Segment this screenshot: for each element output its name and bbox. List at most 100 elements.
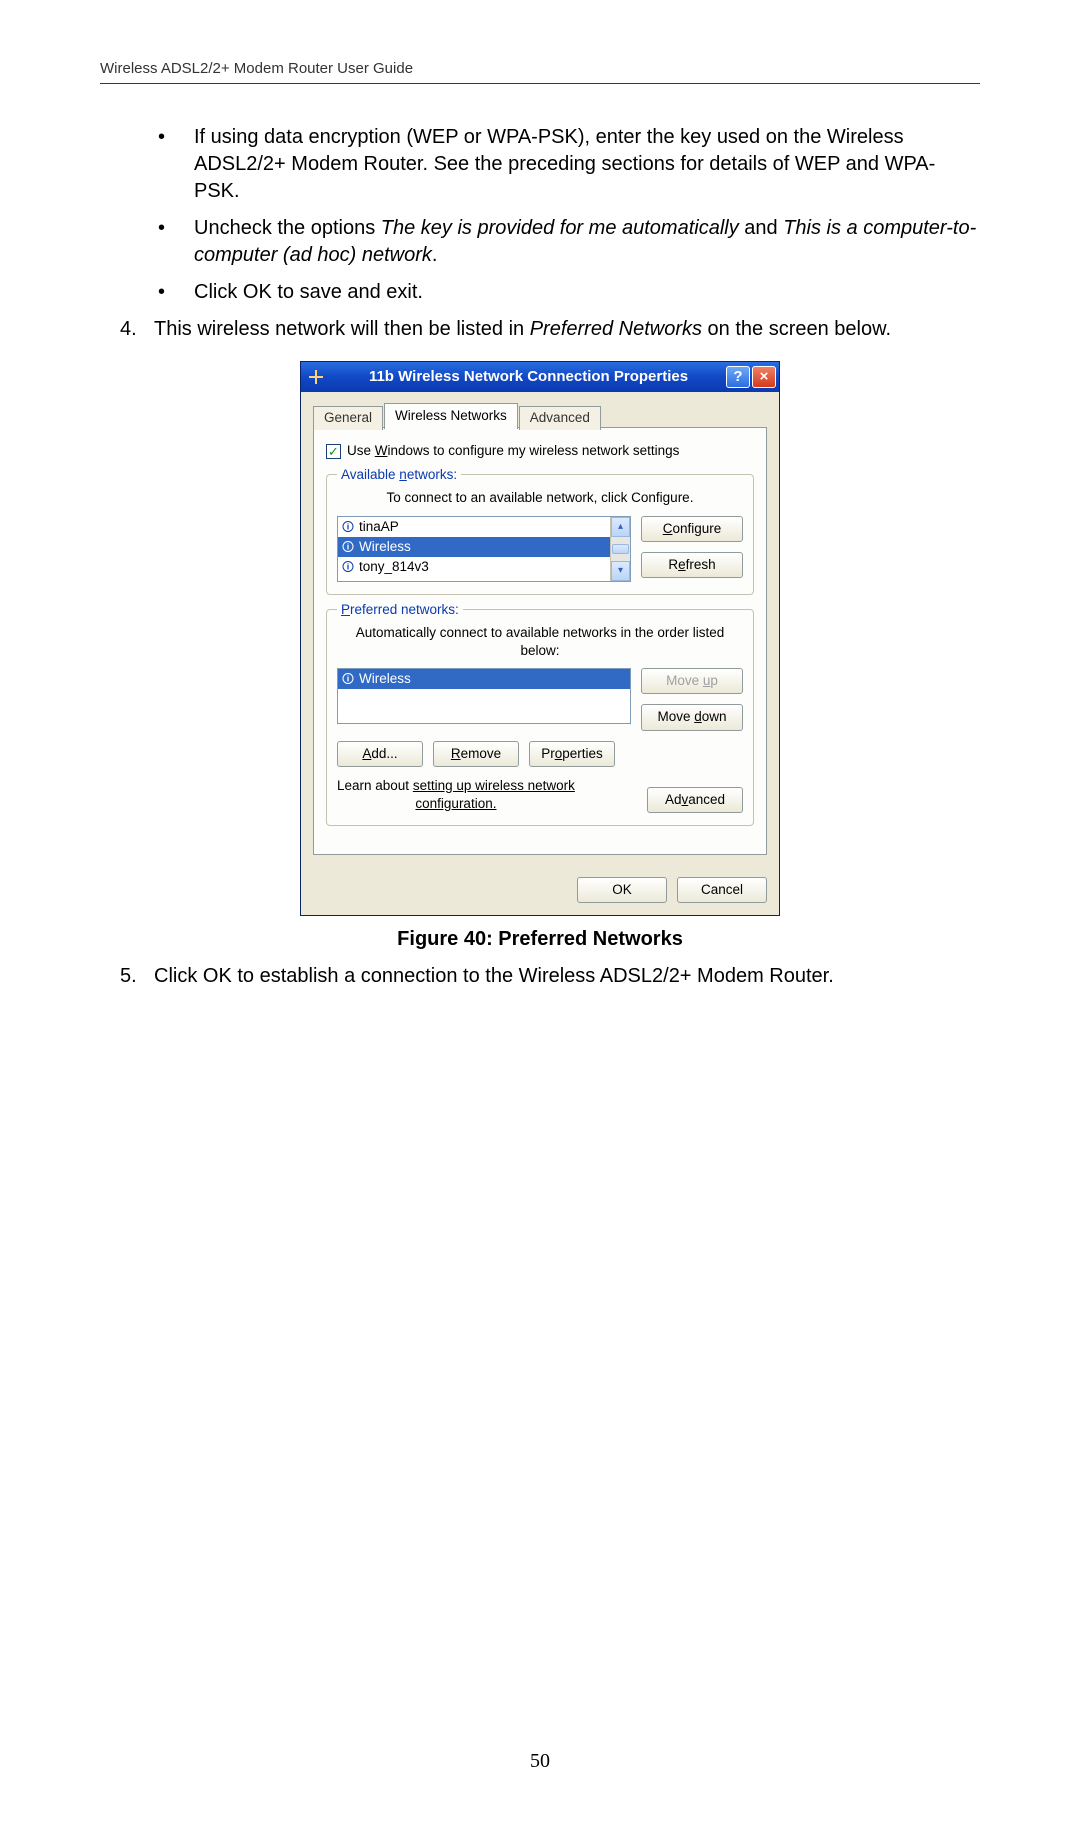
text: indows to configure my wireless network … xyxy=(388,443,680,458)
checkbox-label: Use Windows to configure my wireless net… xyxy=(347,442,679,460)
mnemonic: C xyxy=(663,521,673,536)
text: onfigure xyxy=(672,521,721,536)
fieldset-legend: Preferred networks: xyxy=(337,601,463,619)
text: perties xyxy=(562,746,603,761)
text: Uncheck the options xyxy=(194,217,381,239)
button-column: Move up Move down xyxy=(641,668,743,730)
mnemonic: R xyxy=(451,746,461,761)
configure-button[interactable]: Configure xyxy=(641,516,743,542)
help-button[interactable]: ? xyxy=(726,366,750,388)
cancel-button[interactable]: Cancel xyxy=(677,877,767,903)
text: and xyxy=(739,217,783,239)
text: This wireless network will then be liste… xyxy=(154,318,530,340)
list-item[interactable]: 🛈 Wireless xyxy=(338,537,610,557)
step-4: 4. This wireless network will then be li… xyxy=(120,316,980,343)
learn-link[interactable]: setting up wireless network xyxy=(413,778,575,793)
refresh-button[interactable]: Refresh xyxy=(641,552,743,578)
mnemonic: W xyxy=(375,443,388,458)
italic-text: The key is provided for me automatically xyxy=(381,217,739,239)
list-items: 🛈 tinaAP 🛈 Wireless 🛈tony_814v3 xyxy=(338,517,610,581)
step-5: 5. Click OK to establish a connection to… xyxy=(120,963,980,990)
tab-general[interactable]: General xyxy=(313,406,383,430)
window-title: 11b Wireless Network Connection Properti… xyxy=(331,367,726,387)
text: Use xyxy=(347,443,375,458)
add-button[interactable]: Add... xyxy=(337,741,423,767)
learn-row: Learn about setting up wireless network … xyxy=(337,777,743,813)
preferred-networks-group: Preferred networks: Automatically connec… xyxy=(326,609,754,827)
figure-caption: Figure 40: Preferred Networks xyxy=(100,926,980,953)
step-number: 4. xyxy=(120,316,137,343)
bullet-list: If using data encryption (WEP or WPA-PSK… xyxy=(158,124,980,306)
titlebar: 11b Wireless Network Connection Properti… xyxy=(301,362,779,392)
fieldset-desc: Automatically connect to available netwo… xyxy=(337,624,743,660)
text: R xyxy=(668,557,678,572)
body-content: If using data encryption (WEP or WPA-PSK… xyxy=(100,124,980,990)
tab-advanced[interactable]: Advanced xyxy=(519,406,601,430)
preferred-networks-list[interactable]: 🛈 Wireless xyxy=(337,668,631,724)
button-column: Configure Refresh xyxy=(641,516,743,582)
scroll-up-button[interactable]: ▴ xyxy=(611,517,630,537)
preferred-row: 🛈 Wireless Move up Move down xyxy=(337,668,743,730)
network-icon: 🛈 xyxy=(342,539,354,555)
text: etworks: xyxy=(407,467,457,482)
scroll-down-button[interactable]: ▾ xyxy=(611,561,630,581)
learn-text: Learn about setting up wireless network … xyxy=(337,777,575,813)
bullet-item: If using data encryption (WEP or WPA-PSK… xyxy=(158,124,980,205)
step-number: 5. xyxy=(120,963,137,990)
mnemonic: A xyxy=(362,746,371,761)
text: emove xyxy=(461,746,502,761)
italic-text: Preferred Networks xyxy=(530,318,702,340)
page-header: Wireless ADSL2/2+ Modem Router User Guid… xyxy=(100,60,980,84)
bullet-item: Click OK to save and exit. xyxy=(158,279,980,306)
fieldset-desc: To connect to an available network, clic… xyxy=(337,489,743,507)
move-down-button[interactable]: Move down xyxy=(641,704,743,730)
network-icon: 🛈 xyxy=(342,671,354,687)
text: Move xyxy=(657,709,694,724)
dialog-footer: OK Cancel xyxy=(301,867,779,915)
bullet-item: Uncheck the options The key is provided … xyxy=(158,215,980,269)
list-item-label: tony_814v3 xyxy=(359,558,429,576)
scroll-thumb[interactable] xyxy=(612,544,629,554)
text: Learn about xyxy=(337,778,413,793)
learn-link[interactable]: configuration. xyxy=(415,796,496,811)
remove-button[interactable]: Remove xyxy=(433,741,519,767)
fieldset-legend: Available networks: xyxy=(337,466,461,484)
text: . xyxy=(432,244,438,266)
tab-page: ✓ Use Windows to configure my wireless n… xyxy=(313,427,767,855)
close-button[interactable]: × xyxy=(752,366,776,388)
scrollbar[interactable]: ▴ ▾ xyxy=(610,517,630,581)
text: fresh xyxy=(686,557,716,572)
list-item[interactable]: 🛈 Wireless xyxy=(338,669,630,689)
text: on the screen below. xyxy=(702,318,891,340)
mnemonic: d xyxy=(694,709,702,724)
use-windows-checkbox[interactable]: ✓ xyxy=(326,444,341,459)
network-icon: 🛈 xyxy=(342,519,354,535)
text: dd... xyxy=(371,746,397,761)
advanced-button[interactable]: Advanced xyxy=(647,787,743,813)
text: p xyxy=(710,673,718,688)
mnemonic: n xyxy=(399,467,407,482)
tab-wireless-networks[interactable]: Wireless Networks xyxy=(384,403,518,429)
properties-button[interactable]: Properties xyxy=(529,741,615,767)
move-up-button[interactable]: Move up xyxy=(641,668,743,694)
list-item[interactable]: 🛈tony_814v3 xyxy=(338,557,610,577)
button-row: Add... Remove Properties xyxy=(337,741,743,767)
tab-strip: General Wireless Networks Advanced xyxy=(313,402,767,428)
text: Pr xyxy=(541,746,555,761)
titlebar-buttons: ? × xyxy=(726,366,776,388)
available-networks-list[interactable]: 🛈 tinaAP 🛈 Wireless 🛈tony_814v3 ▴ ▾ xyxy=(337,516,631,582)
text: Click OK to establish a connection to th… xyxy=(154,965,834,987)
text: referred networks: xyxy=(350,602,459,617)
document-page: Wireless ADSL2/2+ Modem Router User Guid… xyxy=(0,0,1080,1823)
list-item-label: tinaAP xyxy=(359,518,399,536)
available-row: 🛈 tinaAP 🛈 Wireless 🛈tony_814v3 ▴ ▾ xyxy=(337,516,743,582)
page-number: 50 xyxy=(0,1750,1080,1773)
list-item[interactable]: 🛈 tinaAP xyxy=(338,517,610,537)
list-item-label: Wireless xyxy=(359,538,411,556)
mnemonic: P xyxy=(341,602,350,617)
available-networks-group: Available networks: To connect to an ava… xyxy=(326,474,754,594)
list-item-label: Wireless xyxy=(359,670,411,688)
ok-button[interactable]: OK xyxy=(577,877,667,903)
checkbox-row: ✓ Use Windows to configure my wireless n… xyxy=(326,442,754,460)
text: Ad xyxy=(665,792,682,807)
